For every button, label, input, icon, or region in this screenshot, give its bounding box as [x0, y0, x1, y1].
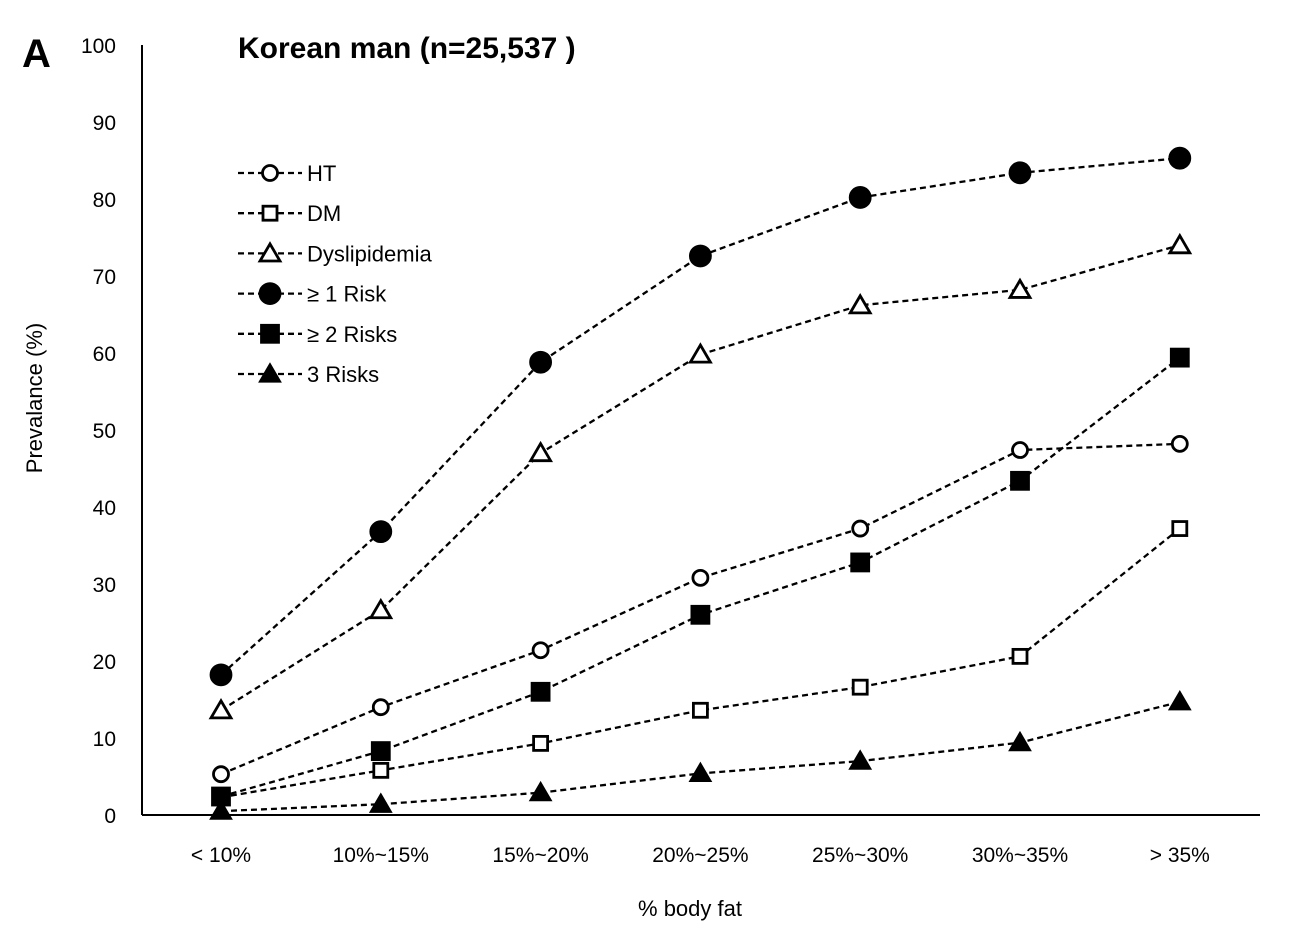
data-point-gte-2-risks — [530, 681, 551, 702]
legend: HT DM Dyslipidemia ≥ 1 Risk ≥ 2 Risks 3 Risks — [238, 161, 432, 387]
series-line-dyslipidemia — [220, 244, 1181, 712]
series-ht — [212, 434, 1189, 784]
data-point-3-risks — [848, 749, 873, 770]
data-point-dm — [372, 761, 390, 779]
series-3-risks — [209, 690, 1192, 820]
data-point-gte-1-risk — [1168, 146, 1192, 170]
data-point-dyslipidemia — [208, 698, 234, 720]
series-line-dm — [220, 527, 1181, 799]
legend-label: HT — [307, 161, 336, 186]
legend-marker — [261, 204, 279, 222]
data-point-ht — [212, 765, 230, 784]
data-point-dm — [851, 678, 869, 696]
legend-label: Dyslipidemia — [307, 241, 432, 266]
y-tick-label: 0 — [104, 805, 116, 828]
data-point-gte-1-risk — [529, 350, 552, 374]
series-group — [208, 146, 1193, 820]
data-point-gte-1-risk — [369, 520, 393, 544]
data-point-gte-1-risk — [1008, 161, 1032, 185]
y-axis-label: Prevalance (%) — [22, 323, 47, 473]
data-point-dyslipidemia — [368, 597, 394, 620]
data-point-gte-2-risks — [690, 604, 711, 625]
y-tick-label: 90 — [93, 112, 116, 135]
y-tick-label: 60 — [93, 343, 116, 366]
legend-item-dm: DM — [238, 201, 341, 226]
data-point-ht — [1011, 441, 1029, 459]
y-tick-label: 100 — [81, 35, 116, 58]
legend-label: 3 Risks — [307, 362, 379, 387]
series-gte-2-risks — [211, 347, 1190, 807]
data-point-gte-1-risk — [848, 186, 872, 209]
y-tick-label: 40 — [93, 497, 116, 520]
data-point-3-risks — [368, 792, 393, 813]
legend-marker — [257, 241, 283, 263]
data-point-dyslipidemia — [528, 440, 554, 463]
legend-marker — [260, 323, 280, 344]
legend-marker — [258, 362, 282, 383]
legend-item-3-risks: 3 Risks — [238, 362, 379, 387]
legend-item-gte-1-risk: ≥ 1 Risk — [238, 282, 387, 307]
panel-label: A — [22, 32, 51, 76]
data-point-gte-2-risks — [1010, 470, 1030, 491]
x-tick-label: 15%~20% — [492, 844, 588, 867]
data-point-3-risks — [528, 780, 553, 802]
x-tick-label: < 10% — [191, 844, 251, 867]
x-tick-label: > 35% — [1150, 844, 1210, 867]
x-tick-label: 25%~30% — [812, 844, 908, 867]
legend-marker — [261, 164, 279, 182]
legend-item-gte-2-risks: ≥ 2 Risks — [238, 322, 397, 347]
data-point-dm — [532, 734, 549, 752]
data-point-dm — [1011, 647, 1029, 665]
y-tick-label: 30 — [93, 574, 116, 597]
legend-item-ht: HT — [238, 161, 336, 186]
data-point-ht — [691, 568, 710, 587]
data-point-gte-1-risk — [209, 663, 233, 687]
data-point-dyslipidemia — [687, 342, 713, 364]
data-point-gte-1-risk — [689, 244, 712, 268]
y-tick-label: 50 — [93, 420, 116, 443]
data-point-dyslipidemia — [1167, 232, 1193, 255]
series-dyslipidemia — [208, 232, 1193, 720]
data-point-3-risks — [1167, 690, 1192, 711]
legend-label: ≥ 2 Risks — [307, 322, 397, 347]
data-point-ht — [531, 641, 550, 660]
chart-title: Korean man (n=25,537 ) — [238, 32, 576, 65]
legend-label: DM — [307, 201, 341, 226]
data-point-gte-2-risks — [370, 741, 391, 761]
y-tick-label: 70 — [93, 266, 116, 289]
series-gte-1-risk — [209, 146, 1192, 687]
data-point-dm — [692, 701, 709, 719]
axes: 0 10 20 30 40 50 60 70 80 90 100 < 10% 10%~15% 15%~20… — [81, 35, 1260, 867]
legend-marker — [258, 282, 282, 306]
x-tick-label: 30%~35% — [972, 844, 1068, 867]
y-tick-label: 20 — [93, 651, 116, 674]
series-line-gte-1-risk — [220, 157, 1180, 676]
data-point-gte-2-risks — [850, 552, 871, 573]
data-point-3-risks — [688, 761, 713, 783]
y-tick-label: 80 — [93, 189, 116, 212]
legend-label: ≥ 1 Risk — [307, 282, 387, 307]
data-point-3-risks — [209, 799, 233, 820]
data-point-ht — [371, 698, 390, 717]
data-point-dyslipidemia — [847, 292, 873, 315]
x-axis-label: % body fat — [638, 896, 742, 921]
data-point-gte-2-risks — [1169, 347, 1190, 368]
data-point-3-risks — [1008, 730, 1032, 752]
x-tick-label: 20%~25% — [652, 844, 748, 867]
data-point-ht — [851, 519, 870, 538]
legend-item-dyslipidemia: Dyslipidemia — [238, 241, 432, 266]
data-point-ht — [1170, 434, 1189, 453]
data-point-dyslipidemia — [1007, 277, 1033, 299]
x-tick-label: 10%~15% — [333, 844, 429, 867]
y-tick-label: 10 — [93, 728, 116, 751]
data-point-dm — [1171, 520, 1189, 537]
